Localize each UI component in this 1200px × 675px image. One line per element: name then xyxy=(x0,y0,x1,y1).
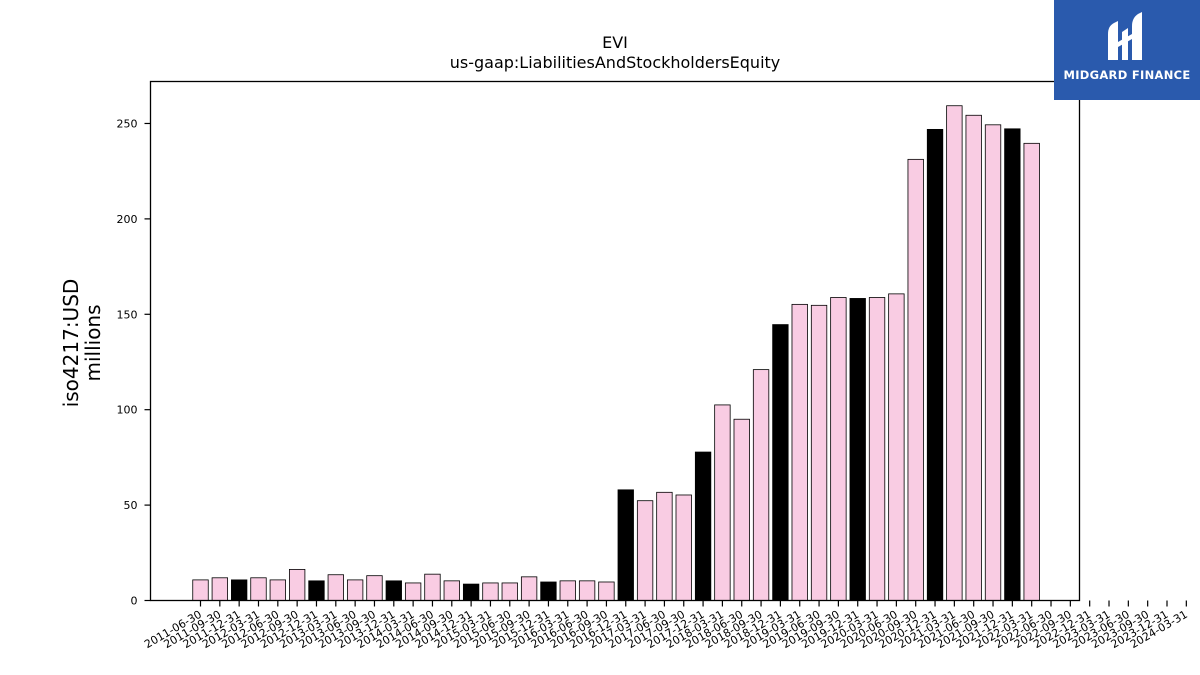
bar xyxy=(520,576,538,601)
chart-title: EVI xyxy=(602,33,628,52)
bar xyxy=(559,580,576,601)
bar xyxy=(250,577,267,601)
y-ticks-group: 0 50 100 150 200 250 xyxy=(117,117,151,608)
bar xyxy=(482,582,499,601)
bar xyxy=(849,298,866,601)
bar xyxy=(578,580,596,601)
y-tick-label: 250 xyxy=(117,117,138,130)
bar xyxy=(231,579,248,601)
logo-text: MIDGARD FINANCE xyxy=(1063,68,1191,82)
bar xyxy=(733,418,750,601)
bar xyxy=(830,297,847,601)
bar xyxy=(694,451,712,601)
bar xyxy=(211,577,228,601)
plot-frame xyxy=(149,80,1081,602)
bar xyxy=(462,583,480,601)
bar xyxy=(501,582,518,601)
bar xyxy=(327,574,344,601)
bar xyxy=(946,105,963,601)
brand-logo: MIDGARD FINANCE xyxy=(1054,0,1200,100)
bars-group xyxy=(192,105,1040,601)
bar xyxy=(385,580,402,601)
bar xyxy=(288,568,306,601)
x-ticks-group: 2011-06-302011-09-302011-12-312012-03-31… xyxy=(142,600,1190,651)
bar xyxy=(636,500,654,601)
bar xyxy=(1023,142,1040,601)
bar xyxy=(308,580,325,601)
bar xyxy=(926,128,944,601)
bar xyxy=(366,575,383,601)
bar xyxy=(907,158,924,601)
bar xyxy=(984,124,1002,601)
bar xyxy=(675,494,692,601)
bar xyxy=(791,303,808,601)
bar xyxy=(888,293,905,601)
bar xyxy=(965,114,982,601)
bar xyxy=(269,579,286,601)
y-tick-label: 150 xyxy=(117,308,138,321)
chart-subtitle: us-gaap:LiabilitiesAndStockholdersEquity xyxy=(450,53,781,72)
bar xyxy=(192,579,209,601)
bar xyxy=(424,573,441,601)
bar xyxy=(752,369,770,601)
bar xyxy=(868,297,886,601)
y-tick-label: 50 xyxy=(124,499,138,512)
bar xyxy=(772,324,789,601)
y-tick-label: 100 xyxy=(117,404,138,417)
bar xyxy=(404,582,422,601)
bar xyxy=(656,491,673,601)
bar xyxy=(598,581,615,601)
y-tick-label: 0 xyxy=(131,595,138,608)
y-tick-label: 200 xyxy=(117,213,138,226)
midgard-logo-icon xyxy=(1108,12,1142,60)
bar xyxy=(1004,128,1021,601)
y-axis-label: iso4217:USD xyxy=(59,279,83,408)
bar xyxy=(617,489,634,601)
bar xyxy=(443,580,460,601)
bar xyxy=(810,304,828,601)
bar xyxy=(714,404,731,601)
y-axis-unit-label: millions xyxy=(81,304,105,381)
bar xyxy=(540,581,557,601)
bar xyxy=(346,579,364,601)
y-axis-title: iso4217:USD millions xyxy=(59,279,105,408)
